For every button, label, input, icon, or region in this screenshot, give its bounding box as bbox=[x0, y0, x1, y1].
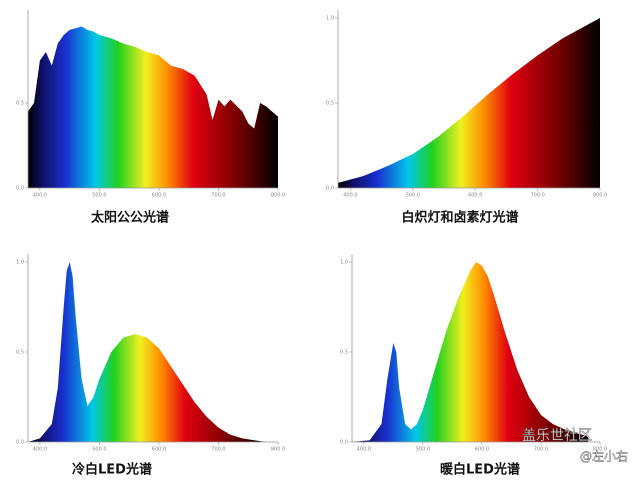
chart-title: 太阳公公光谱 bbox=[90, 210, 169, 226]
x-tick-label: 400.0 bbox=[33, 193, 47, 199]
y-tick-label: 1.0 bbox=[326, 16, 334, 22]
x-tick-label: 500.0 bbox=[92, 193, 106, 199]
x-tick-label: 700.0 bbox=[211, 193, 225, 199]
spectrum-area bbox=[28, 262, 267, 442]
y-tick-label: 0.0 bbox=[340, 440, 348, 446]
y-tick-label: 1.0 bbox=[340, 260, 348, 266]
x-tick-label: 500.0 bbox=[416, 447, 430, 453]
x-tick-label: 800.0 bbox=[271, 447, 285, 453]
x-tick-label: 600.0 bbox=[152, 193, 166, 199]
x-tick-label: 500.0 bbox=[406, 193, 420, 199]
y-tick-label: 0.5 bbox=[326, 101, 334, 107]
y-tick-label: 0.0 bbox=[326, 186, 334, 192]
x-tick-label: 500.0 bbox=[92, 447, 106, 453]
spectrum-area bbox=[338, 18, 600, 188]
x-tick-label: 400.0 bbox=[357, 447, 371, 453]
spectrum-area bbox=[352, 262, 589, 442]
y-tick-label: 0.5 bbox=[16, 101, 24, 107]
x-tick-label: 700.0 bbox=[534, 447, 548, 453]
x-tick-label: 700.0 bbox=[530, 193, 544, 199]
chart-title: 白炽灯和卤素灯光谱 bbox=[401, 210, 518, 226]
x-tick-label: 600.0 bbox=[475, 447, 489, 453]
chart-title: 暖白LED光谱 bbox=[440, 462, 520, 478]
x-tick-label: 700.0 bbox=[211, 447, 225, 453]
y-tick-label: 0.0 bbox=[16, 186, 24, 192]
x-tick-label: 600.0 bbox=[152, 447, 166, 453]
x-tick-label: 400.0 bbox=[33, 447, 47, 453]
y-tick-label: 0.5 bbox=[16, 350, 24, 356]
spectrum-area bbox=[28, 26, 278, 188]
y-tick-label: 1.0 bbox=[16, 260, 24, 266]
y-tick-label: 0.0 bbox=[16, 440, 24, 446]
x-tick-label: 800.0 bbox=[593, 447, 607, 453]
x-tick-label: 400.0 bbox=[343, 193, 357, 199]
chart-title: 冷白LED光谱 bbox=[72, 462, 152, 478]
x-tick-label: 800.0 bbox=[271, 193, 285, 199]
watermark-site: 盖乐世社区 bbox=[522, 428, 592, 444]
watermark-author: @左小右 bbox=[580, 449, 628, 464]
y-tick-label: 0.5 bbox=[340, 350, 348, 356]
x-tick-label: 800.0 bbox=[593, 193, 607, 199]
x-tick-label: 600.0 bbox=[468, 193, 482, 199]
